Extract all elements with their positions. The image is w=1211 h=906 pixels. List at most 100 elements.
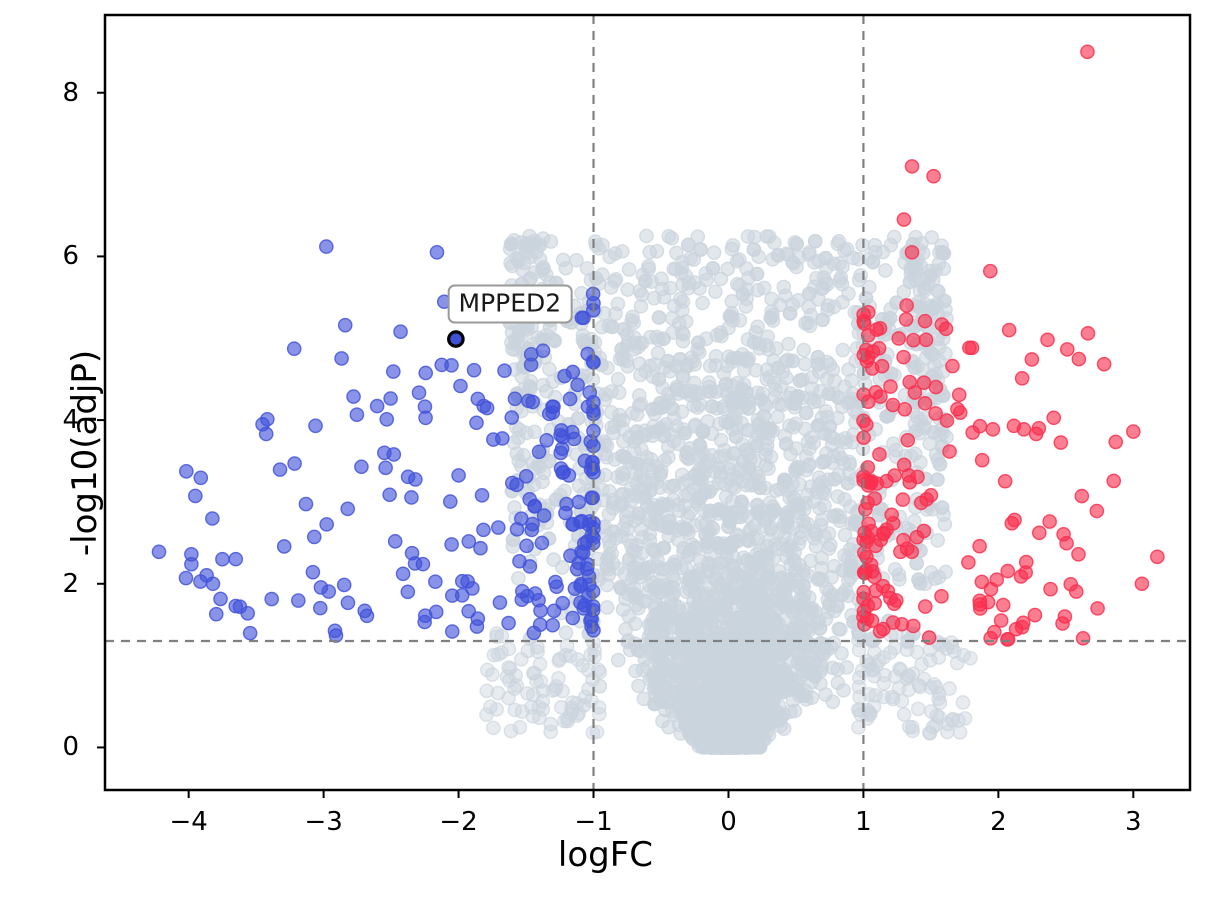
point-up-outlier (904, 159, 920, 174)
point-up (1057, 609, 1073, 624)
point-down (444, 537, 459, 552)
point-down (525, 394, 541, 410)
point-ns (763, 310, 779, 326)
point-ns (701, 563, 716, 579)
point-down (515, 584, 530, 599)
point-ns (725, 238, 741, 253)
point-ns (554, 699, 569, 715)
point-up (1071, 351, 1087, 367)
point-ns (536, 261, 551, 277)
point-ns (926, 301, 941, 317)
point-ns (807, 669, 823, 684)
point-ns (747, 229, 762, 245)
point-up (1046, 410, 1062, 426)
point-ns (602, 249, 618, 265)
point-ns (930, 472, 945, 487)
point-ns (647, 696, 662, 712)
point-up (894, 616, 910, 632)
point-ns (733, 585, 749, 600)
point-down-outlier (319, 239, 334, 254)
point-down (444, 358, 459, 373)
point-ns (605, 501, 621, 516)
point-down (571, 555, 587, 571)
point-down (533, 603, 548, 619)
point-ns (866, 699, 882, 714)
point-ns (764, 291, 779, 307)
point-ns (811, 571, 827, 586)
point-ns (558, 260, 574, 276)
point-ns (676, 383, 692, 399)
point-ns (837, 527, 853, 543)
point-ns (734, 381, 750, 397)
point-down (512, 553, 527, 569)
point-ns (580, 662, 596, 678)
point-down (548, 574, 563, 590)
point-ns (614, 448, 630, 464)
point-up (1096, 356, 1112, 372)
point-ns (725, 672, 741, 688)
point-up (898, 312, 914, 327)
point-ns (923, 704, 939, 719)
point-ns (665, 401, 680, 416)
point-ns (770, 360, 786, 376)
point-down (334, 351, 349, 366)
point-ns (770, 248, 786, 263)
point-ns (632, 356, 647, 371)
point-ns (831, 446, 846, 462)
point-ns (603, 404, 619, 420)
point-ns (923, 268, 939, 283)
axes-layer (97, 13, 1192, 798)
point-ns (615, 244, 630, 259)
point-up (1089, 503, 1105, 519)
point-ns (886, 229, 902, 245)
point-ns (785, 353, 801, 369)
point-up (985, 422, 1001, 437)
y-tick-label: 2 (62, 568, 79, 599)
point-down (386, 364, 401, 379)
point-down (404, 490, 419, 505)
point-ns (938, 346, 953, 361)
point-up (864, 361, 880, 376)
point-ns (557, 713, 572, 729)
threshold-lines-layer (105, 15, 1190, 790)
point-down (418, 365, 434, 381)
point-ns (936, 246, 952, 261)
point-down (559, 496, 574, 512)
point-ns (844, 558, 859, 573)
point-down-outlier (386, 447, 402, 462)
point-up (859, 534, 874, 549)
point-ns (671, 698, 687, 713)
point-ns (570, 411, 586, 426)
point-down (264, 591, 279, 607)
point-ns (738, 692, 753, 708)
point-down (576, 310, 591, 326)
point-ns (592, 664, 608, 680)
point-down (208, 606, 224, 622)
point-ns (716, 650, 732, 666)
point-down (531, 444, 547, 460)
point-ns (662, 513, 677, 529)
point-ns (830, 489, 846, 504)
point-ns (731, 252, 747, 267)
point-ns (686, 667, 701, 682)
point-ns (812, 501, 828, 516)
point-down (336, 577, 352, 593)
point-down (428, 604, 444, 620)
point-ns (937, 293, 952, 309)
point-ns (851, 720, 866, 735)
point-ns (501, 660, 516, 675)
point-ns (790, 655, 806, 670)
point-down-outlier (215, 551, 230, 567)
point-ns (685, 639, 700, 655)
point-ns (749, 266, 765, 282)
point-ns (827, 471, 842, 487)
point-up (900, 432, 916, 448)
point-ns (543, 716, 558, 732)
point-ns (512, 720, 528, 735)
point-ns (713, 432, 729, 448)
point-up (1071, 547, 1086, 562)
point-up (939, 413, 955, 428)
point-ns (750, 498, 765, 513)
point-ns (698, 527, 713, 542)
point-ns (668, 644, 684, 660)
